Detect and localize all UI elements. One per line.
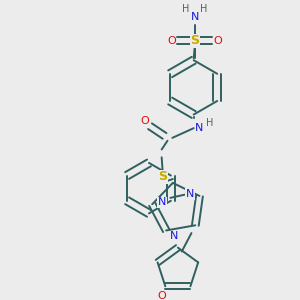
Text: N: N	[170, 231, 178, 241]
Text: O: O	[157, 291, 166, 300]
Text: O: O	[141, 116, 149, 126]
Text: H: H	[182, 4, 190, 14]
Text: N: N	[158, 197, 166, 207]
Text: N: N	[190, 13, 199, 22]
Text: H: H	[200, 4, 207, 14]
Text: H: H	[206, 118, 213, 128]
Text: S: S	[158, 170, 167, 183]
Text: N: N	[195, 123, 204, 133]
Text: O: O	[214, 36, 222, 46]
Text: S: S	[190, 34, 199, 47]
Text: N: N	[186, 189, 194, 199]
Text: O: O	[167, 36, 176, 46]
